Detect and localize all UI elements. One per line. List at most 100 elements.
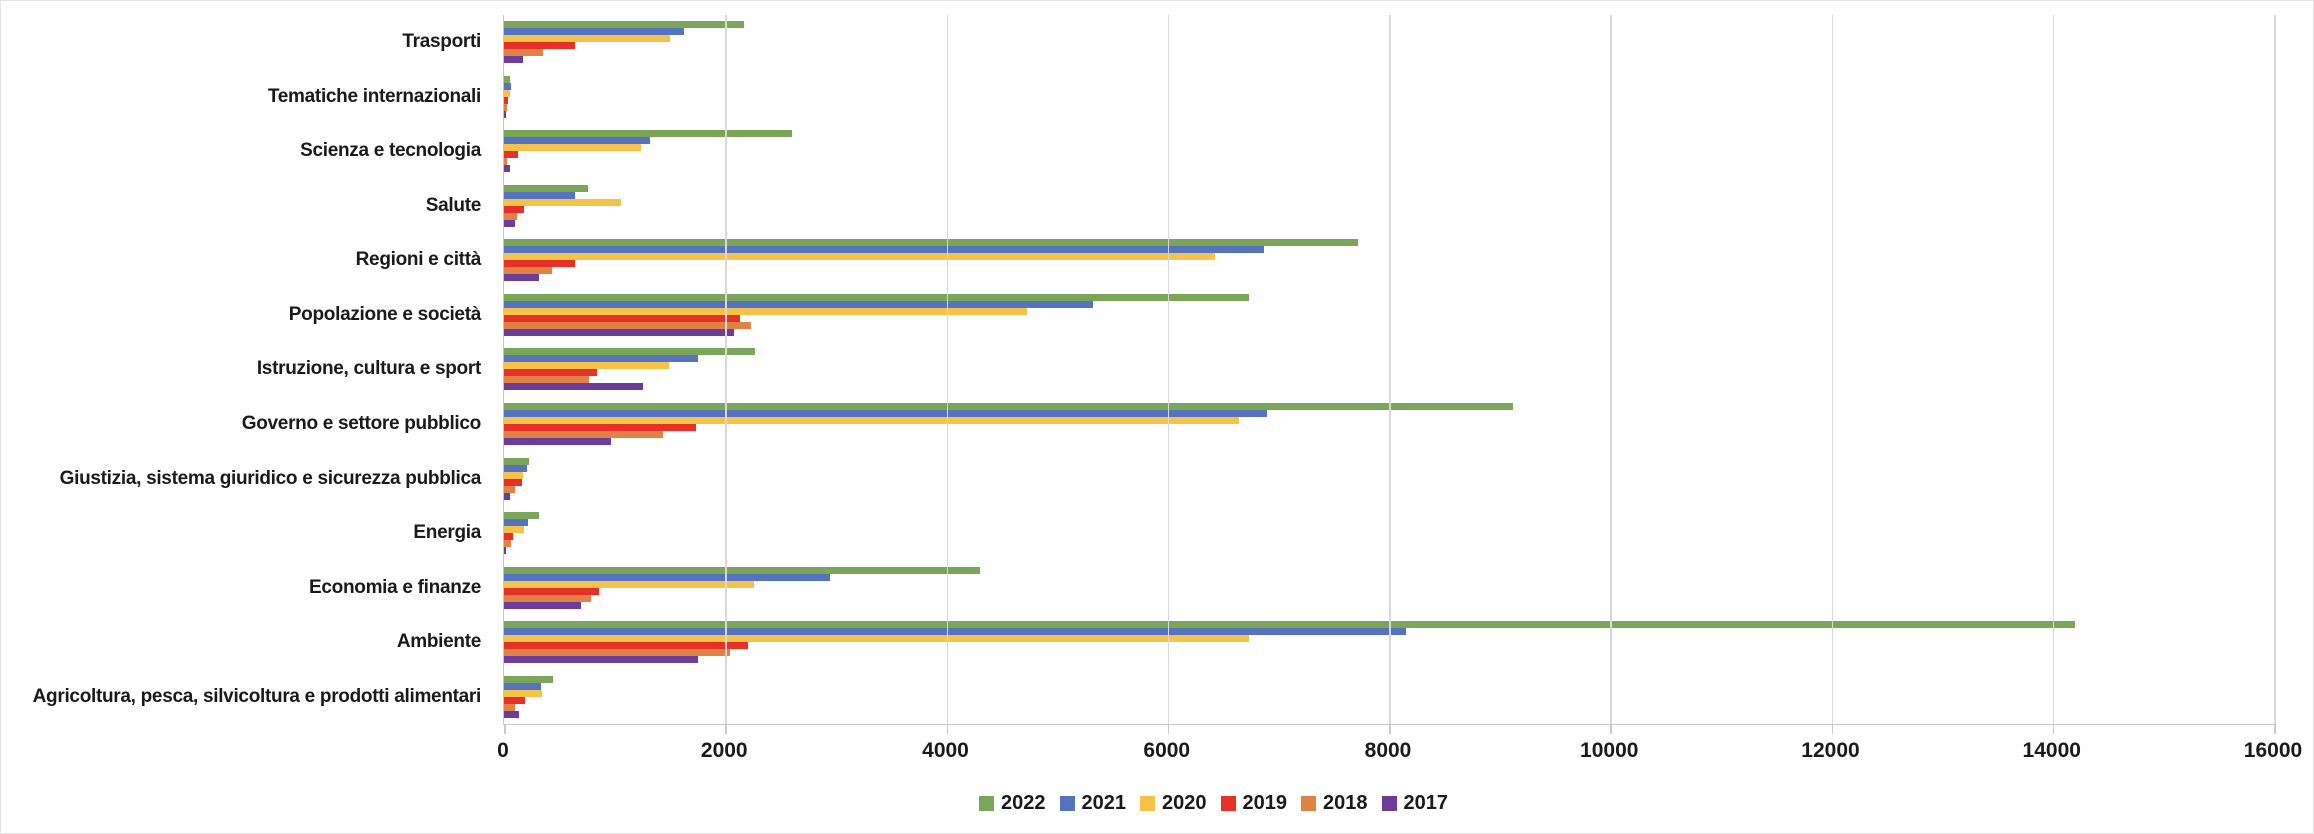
x-tick-label: 4000 <box>922 739 969 762</box>
bar-2019 <box>504 587 599 595</box>
bar-2018 <box>504 594 592 602</box>
gridline-4000 <box>946 15 948 724</box>
bar-2020 <box>504 689 543 697</box>
bar-2017 <box>504 710 519 718</box>
category-label: Tematiche internazionali <box>267 85 481 107</box>
category-label: Regioni e città <box>355 249 482 271</box>
category-label: Economia e finanze <box>309 576 481 598</box>
bar-2019 <box>504 260 576 268</box>
x-tick-label: 14000 <box>2022 739 2081 762</box>
bar-2022 <box>504 621 2075 629</box>
bar-2019 <box>504 151 518 159</box>
bar-2017 <box>504 110 506 118</box>
legend-swatch-2022 <box>979 796 994 811</box>
x-tick-label: 8000 <box>1364 739 1412 762</box>
legend-label: 2018 <box>1323 792 1368 814</box>
bar-2020 <box>504 35 670 43</box>
category-label: Popolazione e società <box>288 303 482 325</box>
bar-2018 <box>504 376 589 384</box>
bar-2022 <box>504 184 589 192</box>
gridline-16000 <box>2274 15 2276 724</box>
bar-2019 <box>504 96 509 104</box>
bar-2022 <box>504 566 980 574</box>
axis-tick-2000 <box>725 724 727 734</box>
bar-2020 <box>504 307 1028 315</box>
bar-2021 <box>504 573 831 581</box>
bar-2017 <box>504 165 511 173</box>
bar-2022 <box>504 21 745 29</box>
axis-tick-4000 <box>946 724 948 734</box>
bar-2021 <box>504 191 576 199</box>
x-tick-label: 6000 <box>1143 739 1191 762</box>
x-tick-label: 0 <box>497 739 509 762</box>
gridline-12000 <box>1831 15 1833 724</box>
x-tick-label: 16000 <box>2243 739 2303 762</box>
bar-2022 <box>504 239 1359 247</box>
category-axis-labels: Trasporti Tematiche internazionali Scienza… <box>1 15 493 724</box>
bar-2018 <box>504 267 552 275</box>
bar-2021 <box>504 409 1268 417</box>
bar-2017 <box>504 56 524 64</box>
bar-2018 <box>504 321 751 329</box>
legend-swatch-2018 <box>1301 796 1316 811</box>
bar-group <box>504 615 2274 670</box>
bar-2017 <box>504 328 734 336</box>
x-tick-label: 10000 <box>1580 739 1639 762</box>
bar-2017 <box>504 219 516 227</box>
bar-2022 <box>504 348 756 356</box>
bar-2018 <box>504 703 516 711</box>
legend-label: 2022 <box>1001 792 1046 814</box>
legend-swatch-2017 <box>1381 796 1397 811</box>
category-label: Trasporti <box>402 31 481 53</box>
bar-2018 <box>504 540 511 548</box>
gridline-2000 <box>725 15 727 724</box>
bar-group <box>504 451 2274 506</box>
bar-group <box>504 397 2274 452</box>
gridline-8000 <box>1389 15 1391 724</box>
bar-2021 <box>504 28 685 36</box>
bar-2021 <box>504 519 528 527</box>
bar-2020 <box>504 526 524 534</box>
axis-tick-14000 <box>2052 724 2055 734</box>
legend-item-2022: 2022 <box>979 792 1046 815</box>
bar-2020 <box>504 89 510 97</box>
bar-2017 <box>504 601 582 609</box>
bar-2018 <box>504 49 543 57</box>
bar-2020 <box>504 416 1239 424</box>
plot-area <box>503 15 2276 734</box>
legend: 2022 2021 2020 2019 2018 2017 <box>979 792 1448 815</box>
bar-2020 <box>504 580 754 588</box>
bar-group <box>504 560 2274 615</box>
legend-item-2019: 2019 <box>1220 792 1288 815</box>
bar-2019 <box>504 696 526 704</box>
bar-2022 <box>504 75 510 83</box>
bar-2018 <box>504 430 664 438</box>
axis-tick-6000 <box>1167 724 1170 734</box>
bar-groups <box>504 15 2274 724</box>
legend-label: 2019 <box>1242 792 1288 814</box>
bar-2021 <box>504 300 1093 308</box>
bar-group <box>504 15 2274 70</box>
bar-group <box>504 288 2274 343</box>
category-label: Scienza e tecnologia <box>300 140 481 162</box>
bar-2020 <box>504 253 1216 261</box>
bar-2019 <box>504 533 513 541</box>
value-axis-labels: 0 2000 4000 6000 8000 10000 12000 14000 16000 <box>497 739 2302 767</box>
x-tick-label: 12000 <box>1801 739 1860 762</box>
legend-item-2018: 2018 <box>1301 792 1368 815</box>
category-label: Agricoltura, pesca, silvicoltura e prodo… <box>32 685 482 707</box>
bar-group <box>504 233 2274 288</box>
legend-label: 2017 <box>1403 792 1449 814</box>
bar-2020 <box>504 471 523 479</box>
bar-2017 <box>504 437 612 445</box>
bar-2019 <box>504 42 575 50</box>
legend-label: 2021 <box>1081 792 1127 814</box>
bar-group <box>504 342 2274 397</box>
bar-2021 <box>504 682 542 690</box>
legend-swatch-2021 <box>1059 796 1075 811</box>
bar-2018 <box>504 649 730 657</box>
bar-2021 <box>504 82 512 90</box>
gridline-14000 <box>2052 15 2055 724</box>
bar-2019 <box>504 205 525 213</box>
